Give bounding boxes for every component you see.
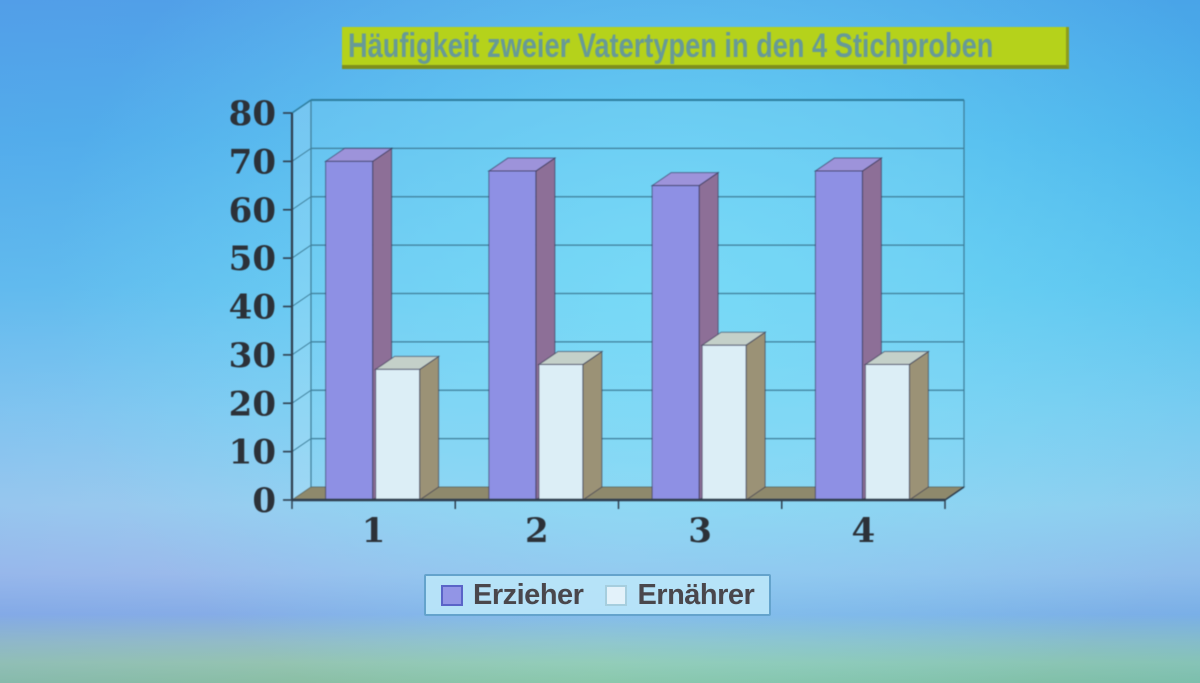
- grid-connector-30: [291, 341, 312, 356]
- bar-Erzieher-1-front: [325, 160, 374, 501]
- chart-title: Häufigkeit zweier Vatertypen in den 4 St…: [348, 26, 994, 65]
- legend-swatch-erzieher: [441, 584, 463, 606]
- bar-Erzieher-2-front: [488, 170, 537, 501]
- y-axis-label-30: 30: [229, 336, 276, 376]
- bar-Ernährer-2-front: [538, 364, 584, 501]
- bar-Ernährer-3-side: [745, 331, 766, 501]
- bar-Erzieher-4-front: [814, 170, 863, 501]
- bar-Ernährer-1-side: [419, 355, 440, 501]
- bar-Ernährer-1-front: [375, 368, 421, 501]
- legend-label-erzieher: Erzieher: [473, 578, 584, 611]
- y-axis-label-50: 50: [229, 239, 276, 279]
- y-axis-label-40: 40: [229, 288, 276, 328]
- legend-label-ernaehrer: Ernährer: [637, 578, 755, 611]
- x-axis-label-2: 2: [525, 511, 549, 551]
- y-axis-label-20: 20: [229, 384, 276, 424]
- grid-connector-70: [291, 147, 312, 162]
- legend-item-ernaehrer: Ernährer: [605, 578, 755, 612]
- y-axis-label-10: 10: [229, 433, 276, 473]
- bar-Ernährer-4-side: [908, 350, 929, 501]
- grid-connector-20: [291, 389, 312, 404]
- top-left-connector: [291, 99, 312, 114]
- chart-title-banner: Häufigkeit zweier Vatertypen in den 4 St…: [342, 27, 1069, 69]
- grid-connector-50: [291, 244, 312, 259]
- y-axis-label-80: 80: [229, 94, 276, 134]
- x-axis-label-1: 1: [362, 511, 386, 551]
- legend-swatch-ernaehrer: [605, 584, 628, 606]
- legend-item-erzieher: Erzieher: [441, 578, 584, 612]
- y-axis-label-0: 0: [252, 481, 276, 521]
- bottom-right-connector: [944, 486, 965, 501]
- bar-Ernährer-3-front: [701, 344, 747, 501]
- y-axis-label-60: 60: [229, 191, 276, 231]
- bar-Ernährer-4-front: [864, 364, 910, 501]
- bar-Ernährer-2-side: [582, 350, 603, 501]
- bar-Erzieher-3-front: [651, 185, 700, 501]
- x-axis-label-3: 3: [688, 511, 712, 551]
- grid-connector-40: [291, 293, 312, 307]
- grid-connector-60: [291, 196, 312, 211]
- grid-connector-10: [291, 438, 312, 453]
- chart-legend: Erzieher Ernährer: [424, 574, 772, 616]
- y-axis-label-70: 70: [229, 142, 276, 182]
- x-axis-label-4: 4: [852, 511, 876, 551]
